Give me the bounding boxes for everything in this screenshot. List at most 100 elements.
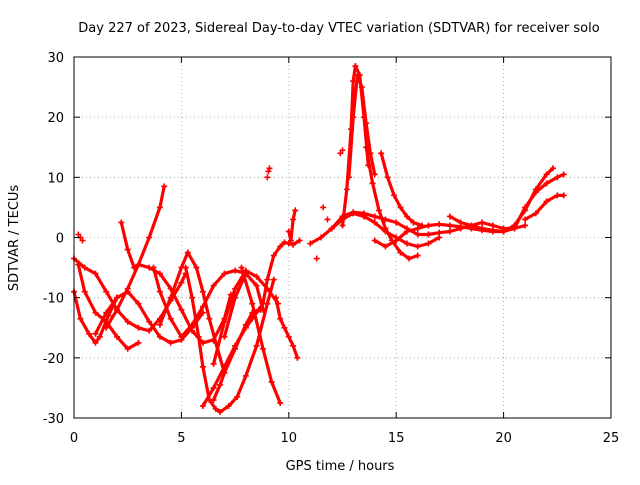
data-point [210,384,217,391]
x-tick-label: 0 [70,431,78,446]
data-point [221,369,228,376]
data-point [384,174,391,181]
data-point [232,267,239,274]
data-point [96,333,103,340]
data-point [337,150,344,157]
x-tick-label: 10 [281,431,298,446]
data-point [414,252,421,259]
data-point [369,180,376,187]
series-arc-12 [210,306,264,403]
data-point [436,229,443,236]
data-point [212,405,219,412]
data-point [167,294,174,301]
data-point [232,345,239,352]
data-point [350,78,357,85]
data-point [270,252,277,259]
x-tick-label: 20 [495,431,512,446]
data-point [77,315,84,322]
data-point [221,270,228,277]
data-point [296,237,303,244]
chart-title: Day 227 of 2023, Sidereal Day-to-day VTE… [78,21,599,36]
data-point [189,321,196,328]
data-point [343,186,350,193]
data-point [554,192,561,199]
data-point [210,396,217,403]
data-point [382,243,389,250]
data-point [75,261,82,268]
y-tick-label: 30 [47,51,64,66]
data-point [272,294,279,301]
data-point [277,399,284,406]
x-tick-label: 15 [388,431,405,446]
data-point [290,342,297,349]
data-point [118,219,125,226]
data-point [135,324,142,331]
data-point [560,171,567,178]
data-point [135,261,142,268]
data-point [425,222,432,229]
data-point [285,333,292,340]
data-point [103,309,110,316]
data-point [479,219,486,226]
data-point [543,180,550,187]
data-point [167,315,174,322]
data-point [290,216,297,223]
data-point [339,222,346,229]
data-point [161,183,168,190]
data-point [292,207,299,214]
data-point [371,219,378,226]
data-point [195,333,202,340]
data-point [135,339,142,346]
data-point [75,231,82,238]
data-point [522,204,529,211]
series-arc-23 [378,150,425,229]
data-point [352,63,359,70]
data-point [281,324,288,331]
data-point [511,225,518,232]
data-point [210,360,217,367]
data-point [178,279,185,286]
data-point [221,333,228,340]
y-tick-label: 20 [47,111,64,126]
data-point [489,227,496,234]
data-point [260,306,267,313]
series-line [364,145,420,261]
data-point [281,239,288,246]
data-point [86,330,93,337]
data-point [360,210,367,217]
data-point [124,285,131,292]
data-point [92,309,99,316]
data-point [425,240,432,247]
data-point [238,264,245,271]
data-point [436,221,443,228]
data-point [92,270,99,277]
data-point [345,174,352,181]
data-point [554,174,561,181]
data-point [79,237,86,244]
data-point [156,333,163,340]
data-point [391,192,398,199]
data-point [234,393,241,400]
data-point [287,237,294,244]
data-point [92,330,99,337]
data-point [457,225,464,232]
data-point [249,300,256,307]
data-point [371,213,378,220]
series-line [287,208,297,243]
data-point [403,228,410,235]
series-arc-15 [260,237,303,307]
series-arc-27 [511,171,567,232]
data-series [71,63,567,415]
data-point [522,216,529,223]
data-point [446,228,453,235]
y-tick-label: -20 [43,352,64,367]
data-point [150,264,157,271]
series-arc-03 [75,261,142,352]
data-point [350,209,357,216]
data-point [371,237,378,244]
data-point [146,327,153,334]
data-point [131,264,138,271]
data-point [156,204,163,211]
data-point [103,288,110,295]
